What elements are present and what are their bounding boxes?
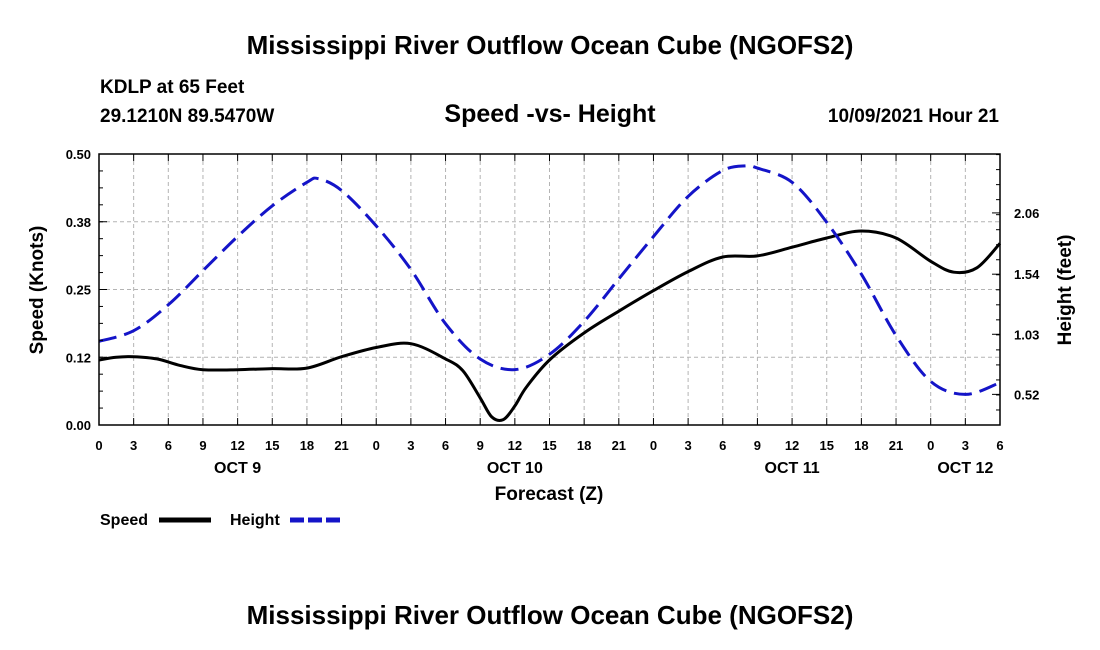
x-tick-label: 21 (334, 438, 348, 453)
x-tick-label: 15 (265, 438, 279, 453)
x-tick-label: 18 (854, 438, 868, 453)
y2-axis-title: Height (feet) (1055, 235, 1076, 346)
x-tick-label: 18 (577, 438, 591, 453)
y2-tick-label: 0.52 (1014, 387, 1039, 402)
x-tick-label: 12 (508, 438, 522, 453)
series-line-height (98, 164, 1001, 396)
chart-subtitle: Speed -vs- Height (444, 100, 656, 128)
legend-label-speed: Speed (100, 512, 148, 529)
station-label: KDLP at 65 Feet (100, 77, 245, 98)
x-tick-label: 3 (684, 438, 691, 453)
forecast-timestamp: 10/09/2021 Hour 21 (827, 106, 999, 127)
x-tick-label: 9 (477, 438, 484, 453)
series-line-speed (98, 229, 1002, 422)
y2-tick-label: 1.54 (1014, 267, 1040, 282)
y-tick-label: 0.50 (66, 147, 91, 162)
x-tick-label: 21 (612, 438, 626, 453)
x-tick-label: 6 (442, 438, 449, 453)
legend-label-height: Height (230, 512, 280, 529)
page-title: Mississippi River Outflow Ocean Cube (NG… (246, 30, 854, 60)
axes: 0 3 6 9 12 15 18 21 0 3 6 9 12 15 18 21 0 3 6 9 12 15 18 21 0 3 6O… (66, 147, 1040, 477)
legend: Speed Height (100, 512, 342, 529)
y-tick-label: 0.25 (66, 283, 91, 298)
footer-title: Mississippi River Outflow Ocean Cube (NG… (246, 600, 854, 630)
day-label: OCT 10 (487, 460, 543, 477)
day-label: OCT 11 (765, 460, 820, 477)
x-axis-title: Forecast (Z) (495, 484, 604, 505)
data-series (98, 164, 1002, 422)
x-tick-label: 3 (962, 438, 969, 453)
x-tick-label: 18 (300, 438, 314, 453)
x-tick-label: 6 (165, 438, 172, 453)
day-label: OCT 9 (214, 460, 261, 477)
x-tick-label: 0 (373, 438, 380, 453)
y-tick-label: 0.38 (66, 215, 91, 230)
x-tick-label: 6 (719, 438, 726, 453)
y-axis-title: Speed (Knots) (27, 226, 48, 355)
x-tick-label: 3 (407, 438, 414, 453)
x-tick-label: 12 (785, 438, 799, 453)
x-tick-label: 21 (889, 438, 903, 453)
y-tick-label: 0.00 (66, 418, 91, 433)
x-tick-label: 0 (927, 438, 934, 453)
x-tick-label: 9 (754, 438, 761, 453)
station-coordinates: 29.1210N 89.5470W (100, 106, 275, 127)
y2-tick-label: 1.03 (1014, 327, 1039, 342)
x-tick-label: 12 (230, 438, 244, 453)
y-tick-label: 0.12 (66, 350, 91, 365)
x-tick-label: 6 (996, 438, 1003, 453)
x-tick-label: 3 (130, 438, 137, 453)
x-tick-label: 0 (95, 438, 102, 453)
x-tick-label: 15 (819, 438, 833, 453)
x-tick-label: 0 (650, 438, 657, 453)
y2-tick-label: 2.06 (1014, 206, 1039, 221)
x-tick-label: 15 (542, 438, 556, 453)
grid-lines (99, 154, 1000, 425)
x-tick-label: 9 (199, 438, 206, 453)
day-label: OCT 12 (937, 460, 993, 477)
